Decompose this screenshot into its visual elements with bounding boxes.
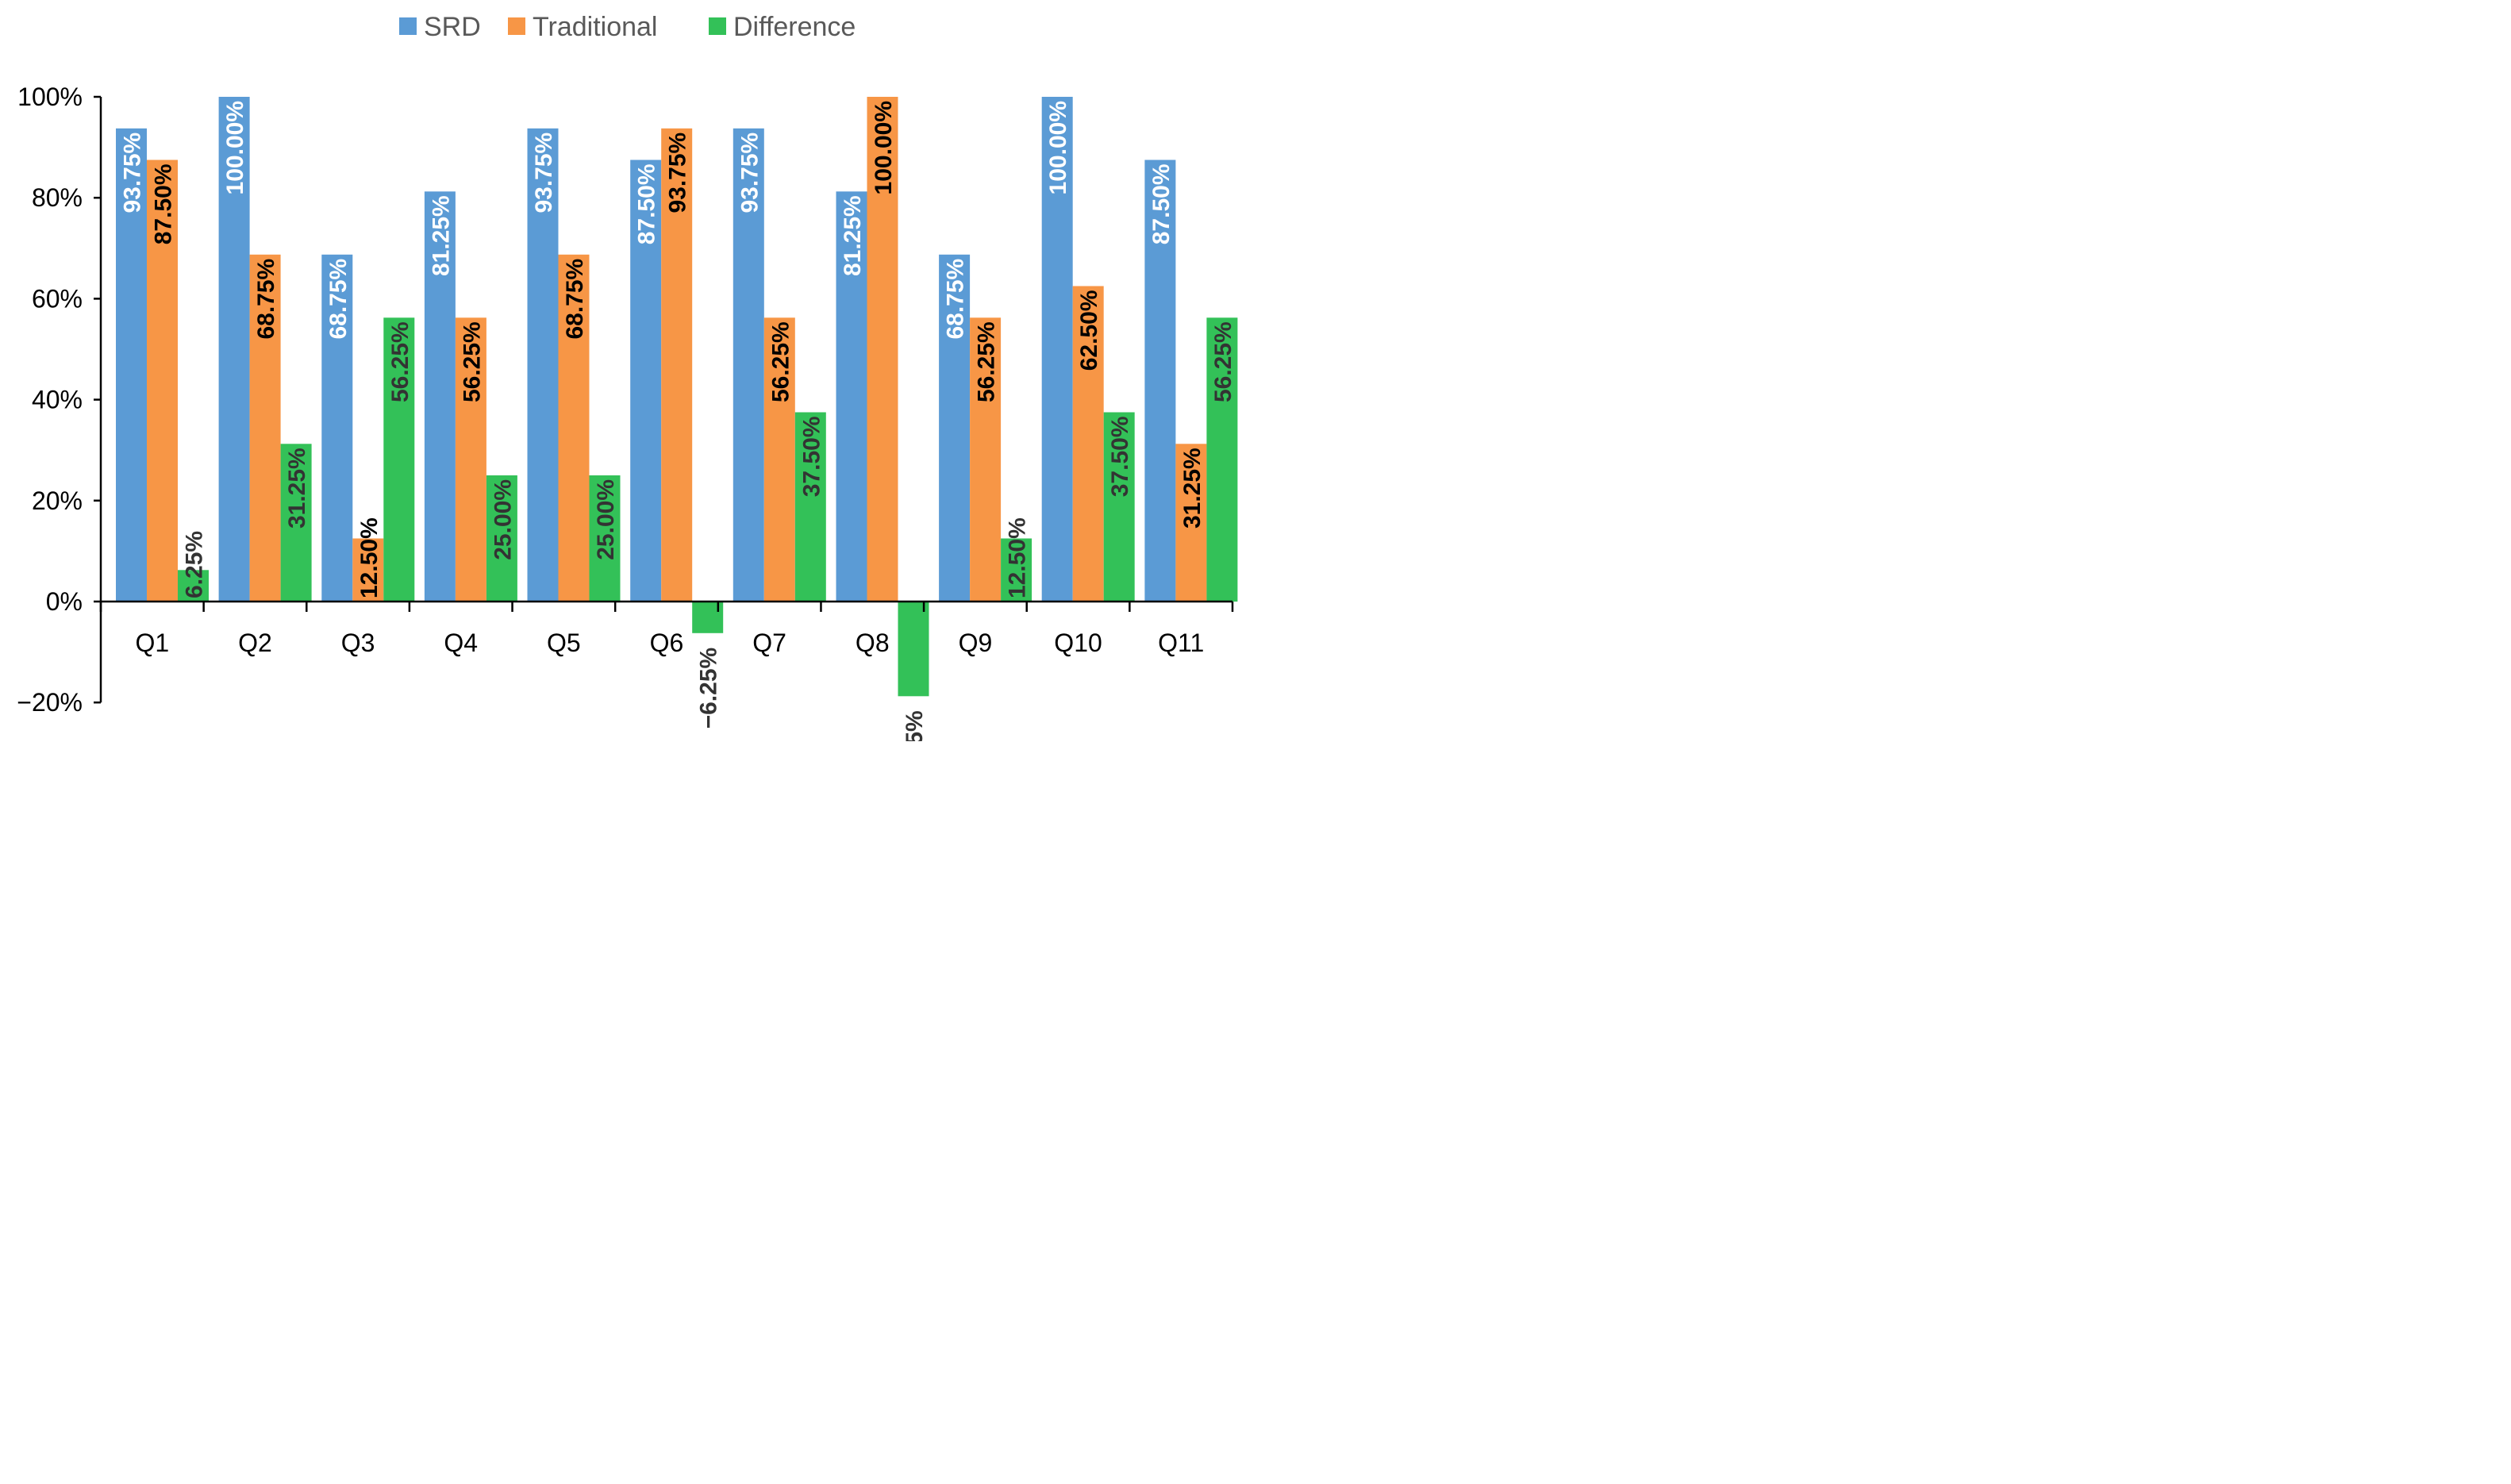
data-label-traditional-q1: 87.50% xyxy=(151,164,177,245)
bar-srd-q5 xyxy=(527,128,559,602)
bar-traditional-q4 xyxy=(455,317,486,602)
data-label-traditional-q5: 68.75% xyxy=(562,259,588,340)
data-label-difference-q10: 37.50% xyxy=(1107,417,1133,498)
x-tick-label-q5: Q5 xyxy=(547,629,581,657)
data-label-difference-q7: 37.50% xyxy=(798,417,825,498)
bar-chart: SRD Traditional Difference −20% 0% 20% 40% 60%… xyxy=(17,12,1238,741)
bar-traditional-q3 xyxy=(352,538,384,602)
bar-difference-q3 xyxy=(383,317,415,602)
bar-difference-q4 xyxy=(486,475,517,602)
y-tick-label: −20% xyxy=(17,688,83,717)
legend-label-srd: SRD xyxy=(424,12,481,42)
data-label-srd-q8: 81.25% xyxy=(840,195,866,276)
x-tick-label-q10: Q10 xyxy=(1054,629,1102,657)
bar-traditional-q11 xyxy=(1175,444,1207,602)
data-label-srd-q6: 87.50% xyxy=(634,164,660,245)
bar-traditional-q9 xyxy=(970,317,1002,602)
bar-difference-q10 xyxy=(1103,412,1135,602)
data-label-traditional-q3: 12.50% xyxy=(356,517,383,598)
data-label-traditional-q8: 100.00% xyxy=(871,101,897,194)
y-tick-label: 40% xyxy=(32,386,83,414)
data-label-traditional-q9: 56.25% xyxy=(974,321,1000,402)
data-label-difference-q11: 56.25% xyxy=(1210,321,1236,402)
bar-traditional-q7 xyxy=(763,317,795,602)
data-label-traditional-q6: 93.75% xyxy=(665,133,691,213)
legend: SRD Traditional Difference xyxy=(399,12,856,42)
bar-srd-q8 xyxy=(836,191,867,602)
bar-traditional-q10 xyxy=(1072,286,1104,602)
y-tick-label: 100% xyxy=(17,83,83,111)
bar-difference-q5 xyxy=(589,475,621,602)
bars xyxy=(116,97,1238,697)
bar-difference-q7 xyxy=(794,412,826,602)
data-label-difference-q5: 25.00% xyxy=(593,479,619,560)
x-tick-label-q3: Q3 xyxy=(341,629,375,657)
y-tick-label: 0% xyxy=(46,587,83,616)
bar-traditional-q6 xyxy=(661,128,693,602)
data-label-traditional-q7: 56.25% xyxy=(767,321,794,402)
legend-item-traditional: Traditional xyxy=(508,12,657,42)
bar-srd-q7 xyxy=(733,128,764,602)
legend-swatch-srd xyxy=(399,17,417,35)
data-label-difference-q1: 6.25% xyxy=(182,531,208,598)
data-labels: 93.75% 87.50%6.25%100.00%68.75%31.25%68.7… xyxy=(120,101,1236,741)
chart-container: SRD Traditional Difference −20% 0% 20% 40% 60%… xyxy=(0,0,1244,741)
data-label-srd-q9: 68.75% xyxy=(943,259,969,340)
bar-srd-q11 xyxy=(1144,160,1176,602)
x-tick-label-q11: Q11 xyxy=(1158,629,1204,657)
data-label-difference-q9: 12.50% xyxy=(1005,517,1031,598)
x-tick-label-q4: Q4 xyxy=(444,629,478,657)
data-label-srd-q7: 93.75% xyxy=(736,133,763,213)
data-label-srd-q10: 100.00% xyxy=(1045,101,1071,194)
bar-traditional-q2 xyxy=(249,254,281,602)
data-label-srd-q5: 93.75% xyxy=(531,133,557,213)
y-tick-label: 60% xyxy=(32,284,83,313)
bar-difference-q2 xyxy=(280,444,312,602)
bar-difference-q8 xyxy=(898,602,929,697)
legend-label-difference: Difference xyxy=(733,12,856,42)
bar-srd-q3 xyxy=(321,254,353,602)
data-label-difference-q3: 56.25% xyxy=(387,321,413,402)
bar-srd-q9 xyxy=(939,254,971,602)
data-label-traditional-q11: 31.25% xyxy=(1179,448,1206,529)
bar-traditional-q5 xyxy=(558,254,590,602)
x-tick-label-q8: Q8 xyxy=(856,629,890,657)
data-label-srd-q11: 87.50% xyxy=(1148,164,1175,245)
bar-difference-q9 xyxy=(1001,538,1032,602)
data-label-traditional-q10: 62.50% xyxy=(1076,290,1102,371)
axes: −20% 0% 20% 40% 60% 80% 100% Q1 Q2 Q3 Q4 Q5 Q6 Q7 Q8 Q9… xyxy=(17,83,1234,717)
legend-swatch-traditional xyxy=(508,17,525,35)
data-label-difference-q8: −18.75% xyxy=(902,710,928,741)
data-label-srd-q1: 93.75% xyxy=(120,133,146,213)
bar-srd-q1 xyxy=(116,128,147,602)
x-tick-label-q1: Q1 xyxy=(135,629,169,657)
x-tick-label-q6: Q6 xyxy=(650,629,684,657)
x-tick-label-q2: Q2 xyxy=(238,629,272,657)
x-tick-label-q9: Q9 xyxy=(959,629,993,657)
bar-srd-q4 xyxy=(424,191,456,602)
bar-srd-q6 xyxy=(630,160,662,602)
bar-srd-q10 xyxy=(1041,97,1073,602)
legend-item-difference: Difference xyxy=(709,12,856,42)
bar-difference-q1 xyxy=(178,570,209,602)
x-tick-label-q7: Q7 xyxy=(752,629,786,657)
data-label-srd-q2: 100.00% xyxy=(222,101,248,194)
data-label-srd-q3: 68.75% xyxy=(325,259,352,340)
data-label-srd-q4: 81.25% xyxy=(428,195,454,276)
data-label-difference-q4: 25.00% xyxy=(490,479,516,560)
data-label-difference-q6: −6.25% xyxy=(696,648,722,729)
legend-swatch-difference xyxy=(709,17,726,35)
data-label-difference-q2: 31.25% xyxy=(284,448,310,529)
data-label-traditional-q2: 68.75% xyxy=(253,259,279,340)
data-label-traditional-q4: 56.25% xyxy=(459,321,485,402)
bar-difference-q11 xyxy=(1206,317,1238,602)
legend-item-srd: SRD xyxy=(399,12,481,42)
bar-traditional-q1 xyxy=(147,160,178,602)
y-tick-label: 20% xyxy=(32,486,83,515)
bar-traditional-q8 xyxy=(867,97,898,602)
bar-srd-q2 xyxy=(218,97,250,602)
y-tick-label: 80% xyxy=(32,183,83,212)
legend-label-traditional: Traditional xyxy=(533,12,657,42)
